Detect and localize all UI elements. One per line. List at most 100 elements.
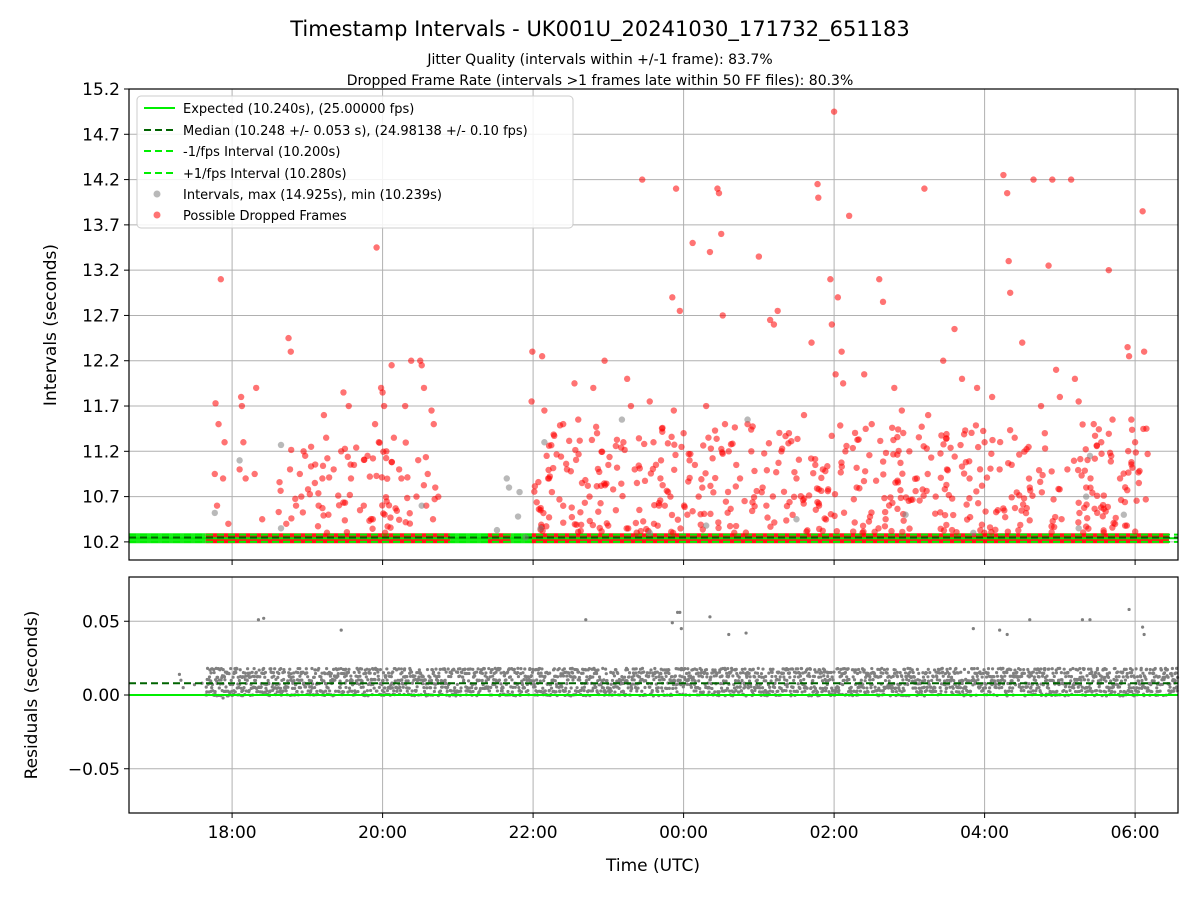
residual-point xyxy=(1141,625,1145,629)
residual-point xyxy=(725,686,730,690)
legend-swatch-dropped xyxy=(153,211,161,219)
dropped-frame-point xyxy=(814,180,821,188)
dropped-frame-point xyxy=(669,529,677,536)
dropped-frame-point xyxy=(748,507,756,515)
residual-point xyxy=(1080,685,1084,689)
dropped-frame-point xyxy=(677,525,684,532)
dropped-frame-point xyxy=(950,511,957,519)
residual-point xyxy=(1029,685,1033,689)
dropped-frame-point xyxy=(1055,485,1062,493)
dropped-frame-point xyxy=(568,513,576,521)
residual-point xyxy=(252,674,257,679)
residual-point xyxy=(322,679,326,683)
legend-label-minus-fps: -1/fps Interval (10.200s) xyxy=(183,145,340,160)
residual-point xyxy=(975,671,979,675)
residual-point xyxy=(853,670,857,674)
dropped-frame-point xyxy=(531,488,538,495)
residual-point xyxy=(557,667,561,671)
dropped-frame-point xyxy=(900,429,907,437)
residual-point xyxy=(436,678,440,683)
residual-point xyxy=(1134,667,1138,671)
residual-point xyxy=(732,686,737,690)
dropped-frame-point xyxy=(670,407,678,414)
residual-point xyxy=(812,689,816,693)
residual-point xyxy=(1116,683,1120,687)
residual-point xyxy=(571,678,575,682)
dropped-frame-point xyxy=(1011,504,1019,512)
dropped-frame-point xyxy=(413,493,420,500)
residual-point xyxy=(873,685,877,689)
residual-point xyxy=(298,667,302,671)
dropped-frame-point xyxy=(996,466,1003,473)
dropped-frame-point xyxy=(881,523,889,530)
dropped-frame-point xyxy=(340,499,347,506)
residual-point xyxy=(474,686,478,690)
x-tick-label: 20:00 xyxy=(358,823,407,843)
residual-point xyxy=(1031,689,1035,693)
dropped-frame-point xyxy=(837,422,844,429)
residual-point xyxy=(623,675,627,679)
interval-point xyxy=(1075,525,1082,532)
dropped-frame-point xyxy=(1142,496,1149,503)
dropped-frame-point xyxy=(983,474,991,481)
residual-point xyxy=(537,666,542,671)
residual-point xyxy=(964,685,968,689)
residual-point xyxy=(486,677,491,682)
residual-point xyxy=(996,679,1000,683)
residual-point xyxy=(632,674,636,678)
residual-point xyxy=(709,675,713,679)
dropped-frame-point xyxy=(364,452,371,460)
residual-point xyxy=(674,686,678,690)
residual-point xyxy=(337,690,341,694)
dropped-frame-point xyxy=(711,427,719,434)
intervals-x-ticks xyxy=(231,560,1136,565)
residual-point xyxy=(836,686,841,690)
interval-point xyxy=(493,526,501,534)
residual-point xyxy=(811,679,815,683)
residual-point xyxy=(522,686,527,690)
residual-point xyxy=(205,690,209,694)
residual-point xyxy=(764,679,768,683)
residual-point xyxy=(625,667,630,672)
residual-point xyxy=(1129,686,1133,690)
dropped-frame-point xyxy=(686,457,693,464)
residual-point xyxy=(710,686,714,691)
dropped-frame-point xyxy=(375,439,383,446)
residual-point xyxy=(288,667,292,671)
residual-point xyxy=(743,685,747,689)
residual-point xyxy=(894,686,898,690)
dropped-frame-point xyxy=(766,316,774,324)
residual-point xyxy=(212,667,216,672)
residual-point xyxy=(259,685,263,689)
residual-point xyxy=(573,675,577,679)
dropped-frame-point xyxy=(1139,208,1146,215)
dropped-frame-point xyxy=(369,455,377,462)
residual-point xyxy=(634,667,638,671)
dropped-frame-point xyxy=(894,505,901,513)
dropped-frame-point xyxy=(346,491,354,499)
residual-point xyxy=(1079,678,1083,682)
dropped-frame-point xyxy=(312,461,319,468)
residual-point xyxy=(599,689,603,693)
residual-point xyxy=(470,686,474,690)
residual-point xyxy=(1108,679,1113,683)
residual-point xyxy=(449,674,453,679)
residual-point xyxy=(805,686,809,690)
residual-point xyxy=(997,686,1001,690)
interval-point xyxy=(277,525,285,532)
residual-point xyxy=(286,685,290,689)
dropped-frame-point xyxy=(560,519,567,526)
residuals-y-tick-label: 0.05 xyxy=(82,612,120,632)
residual-point xyxy=(1130,668,1134,672)
residual-point xyxy=(758,686,762,690)
residual-point xyxy=(584,678,588,683)
residual-point xyxy=(398,689,403,693)
residual-point xyxy=(945,686,949,690)
residual-point xyxy=(336,672,340,676)
residual-point xyxy=(1064,690,1069,694)
residual-point xyxy=(771,667,775,671)
residual-point xyxy=(1038,690,1042,694)
dropped-frame-point xyxy=(568,504,575,511)
dropped-frame-point xyxy=(807,455,815,462)
dropped-frame-point xyxy=(918,423,925,430)
